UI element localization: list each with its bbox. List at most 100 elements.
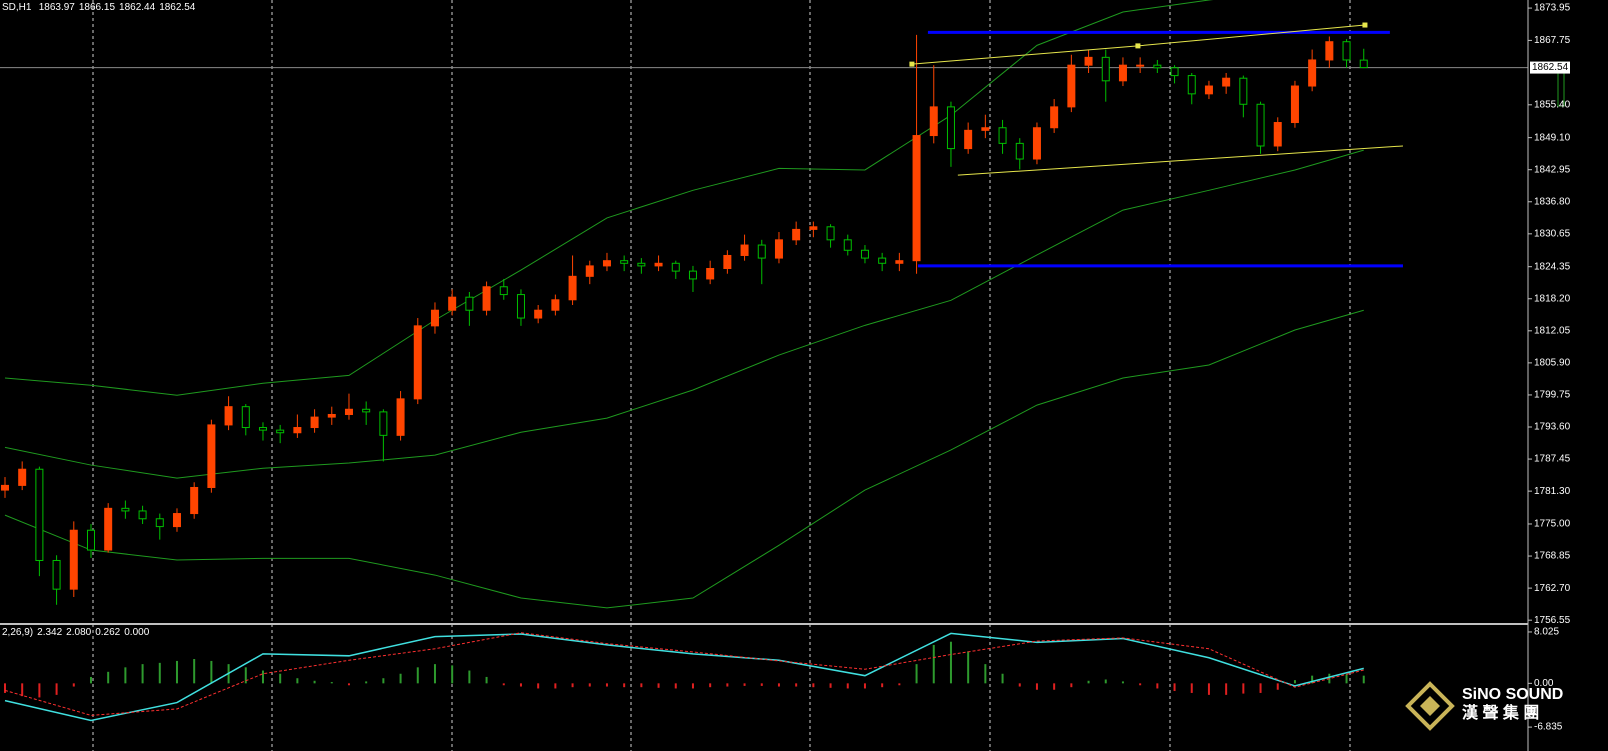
candle-body [1187,75,1196,95]
histogram-bar [1087,680,1090,684]
candle-body [723,254,732,270]
candle-body [190,486,199,515]
candle-body [1136,64,1145,67]
candle-body [792,228,801,241]
histogram-bar [124,667,127,684]
histogram-bar [1225,683,1228,695]
readout: 0.000 [124,627,149,638]
histogram-bar [38,683,41,698]
candle-body [293,427,302,434]
histogram-bar [1035,683,1038,690]
candle-body [1359,59,1368,69]
histogram-bar [1104,679,1107,684]
candle-body [379,411,388,436]
y-tick-label: 1867.75 [1534,35,1571,46]
open: 1863.97 [39,2,76,13]
candle-body [18,468,27,486]
candle-body [654,262,663,267]
histogram-bar [932,644,935,684]
histogram-bar [726,683,729,687]
candle-body [946,106,955,150]
histogram-bar [468,670,471,684]
candle-body [740,244,749,256]
candle-body [0,484,9,491]
y-tick-label: 1805.90 [1534,358,1571,369]
histogram-bar [485,676,488,684]
histogram-bar [1121,681,1124,684]
histogram-bar [502,683,505,686]
candle-body [1308,59,1317,87]
histogram-bar [829,683,832,688]
anchor-point [909,61,915,67]
histogram-bar [313,680,316,684]
histogram-bar [1139,683,1142,686]
candle-body [207,424,216,488]
logo-mark [1405,681,1455,731]
histogram-bar [1293,680,1296,684]
candle-body [241,406,250,429]
candle-body [1325,41,1334,61]
y-tick-label: 1812.05 [1534,325,1571,336]
logo-mark [1420,696,1440,716]
candle-body [138,510,147,520]
readout: 0.262 [95,627,120,638]
histogram-bar [605,683,608,687]
candle-body [310,416,319,429]
histogram-bar [55,683,58,695]
candle-body [774,239,783,259]
histogram-bar [967,651,970,684]
histogram-bar [433,664,436,684]
candle-body [276,429,285,434]
candle-body [172,513,181,528]
axes: 1873.95 1867.75 1855.40 1849.10 1842.95 1836.… [0,0,1571,751]
candle-body [1273,122,1282,147]
candle-body [843,239,852,251]
y-tick-label: 1768.85 [1534,551,1571,562]
histogram-bar [72,683,75,687]
candle-body [52,559,61,590]
histogram-bar [812,683,815,688]
candle-body [224,406,233,426]
candle-body [809,226,818,230]
y-tick-label: 1836.80 [1534,196,1571,207]
candle-body [981,127,990,131]
logo: SiNO SOUND 漢 聲 集 團 [1405,681,1563,731]
time-grid [92,0,1351,751]
histogram-bar [1018,683,1021,687]
anchor-point [1362,22,1368,28]
candle-body [1256,103,1265,147]
histogram-bar [1070,683,1073,688]
histogram-bar [330,682,333,684]
logo-chinese: 漢 聲 集 團 [1462,703,1539,722]
candle-body [104,507,113,551]
histogram-bar [709,683,712,688]
candle-body [1084,56,1093,66]
y-tick-label: 1855.40 [1534,99,1571,110]
candle-body [1222,77,1231,87]
candle-body [1118,64,1127,82]
candle-body [465,296,474,311]
candle-body [516,294,525,319]
candle-body [1050,106,1059,129]
histogram-bar [296,678,299,684]
close: 1862.54 [159,2,196,13]
y-tick-label: 1830.65 [1534,228,1571,239]
y-tick-label: 1842.95 [1534,164,1571,175]
histogram-bar [279,673,282,684]
macd-header: 2,26,9) 2.342 2.080 0.262 0.000 [2,627,150,638]
y-tick-label: 1873.95 [1534,3,1571,14]
histogram-bar [1156,683,1159,689]
histogram-bar [175,660,178,684]
histogram-bar [588,683,591,687]
y-tick-label: 0.00 [1534,678,1554,689]
last-price-label: 1862.54 [1532,62,1569,73]
y-tick-label: 1849.10 [1534,132,1571,143]
candle-body [258,427,267,431]
histogram-bar [657,683,660,688]
drawn-line [957,145,1403,176]
histogram-bar [21,683,24,697]
histogram-bar [261,670,264,684]
candle-body [327,413,336,418]
histogram-bar [846,683,849,689]
histogram-bar [640,683,643,688]
